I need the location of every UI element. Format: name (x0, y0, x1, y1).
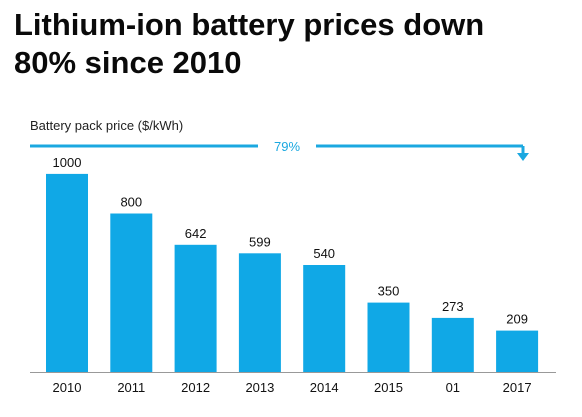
x-tick-2011: 2011 (117, 380, 145, 395)
bar-2015 (367, 302, 410, 372)
bar-2017 (496, 330, 539, 372)
bar-2010 (46, 173, 88, 372)
x-tick-2012: 2012 (181, 380, 210, 395)
data-label-2015: 350 (378, 284, 400, 299)
data-label-2013: 599 (249, 234, 271, 249)
bar-2012 (174, 244, 217, 372)
data-label-2011: 800 (120, 195, 142, 210)
change-arrow: 79% (30, 139, 529, 161)
x-tick-01: 01 (446, 380, 460, 395)
chart-title-line-2: 80% since 2010 (14, 45, 242, 80)
x-tick-2013: 2013 (245, 380, 274, 395)
data-label-2017: 209 (506, 312, 528, 327)
bars (46, 173, 539, 372)
chart-title-line-1: Lithium-ion battery prices down (14, 7, 485, 42)
data-label-2012: 642 (185, 226, 207, 241)
x-tick-2014: 2014 (310, 380, 339, 395)
change-arrow-head (517, 153, 529, 161)
data-label-01: 273 (442, 299, 464, 314)
bar-2014 (303, 265, 346, 372)
bar-01 (431, 317, 474, 372)
x-tick-2015: 2015 (374, 380, 403, 395)
bar-2013 (238, 253, 281, 372)
bar-2011 (110, 213, 153, 372)
x-tick-2010: 2010 (53, 380, 82, 395)
chart-title: Lithium-ion battery prices down 80% sinc… (14, 6, 574, 82)
x-tick-labels: 2010 2011 2012 2013 2014 2015 01 2017 (53, 380, 532, 395)
data-label-2014: 540 (313, 246, 335, 261)
y-axis-label: Battery pack price ($/kWh) (30, 118, 183, 133)
change-percent-label: 79% (274, 139, 300, 154)
data-label-2010: 1000 (53, 155, 82, 170)
x-tick-2017: 2017 (503, 380, 532, 395)
data-labels: 1000 800 642 599 540 350 273 209 (53, 155, 528, 327)
